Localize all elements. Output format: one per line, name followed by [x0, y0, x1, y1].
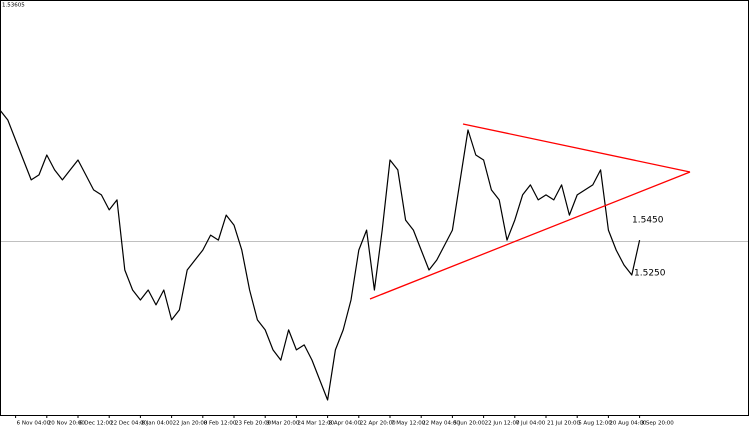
- x-tick-label: 23 Feb 20:00: [235, 421, 272, 427]
- x-tick-label: 20 Nov 20:00: [48, 421, 86, 427]
- x-tick-label: 7 Jul 04:00: [516, 421, 546, 427]
- price-series: [0, 109, 641, 401]
- plot-frame: [0, 0, 749, 416]
- x-tick-label: 22 May 04:00: [422, 421, 460, 427]
- x-tick-label: 9 Mar 20:00: [266, 421, 300, 427]
- x-tick-label: 8 Apr 04:00: [329, 421, 362, 427]
- x-tick-label: 22 Dec 04:00: [110, 421, 147, 427]
- x-tick-label: 5 Jun 20:00: [453, 421, 485, 427]
- x-tick-label: 21 Jul 20:00: [547, 421, 580, 427]
- x-tick-label: 6 Nov 04:00: [17, 421, 51, 427]
- trendline-upper: [462, 123, 691, 173]
- x-tick-label: 7 May 12:00: [391, 421, 426, 427]
- price-label: 1.53605: [2, 3, 25, 9]
- x-tick-label: 22 Jan 20:00: [173, 421, 208, 427]
- trendline-lower: [369, 171, 691, 300]
- annotation: 1.5450: [632, 216, 664, 226]
- x-tick-label: 8 Feb 12:00: [204, 421, 237, 427]
- x-tick-label: 6 Dec 12:00: [79, 421, 113, 427]
- x-tick-label: 20 Aug 04:00: [609, 421, 647, 427]
- annotation: 1.5250: [634, 269, 666, 279]
- x-tick-label: 3 Sep 20:00: [641, 421, 675, 427]
- x-tick-label: 8 Jan 04:00: [141, 421, 173, 427]
- x-tick-label: 22 Apr 20:00: [360, 421, 396, 427]
- x-tick-label: 24 Mar 12:00: [297, 421, 334, 427]
- x-tick-label: 22 Jun 12:00: [485, 421, 520, 427]
- x-tick-label: 5 Aug 12:00: [578, 421, 612, 427]
